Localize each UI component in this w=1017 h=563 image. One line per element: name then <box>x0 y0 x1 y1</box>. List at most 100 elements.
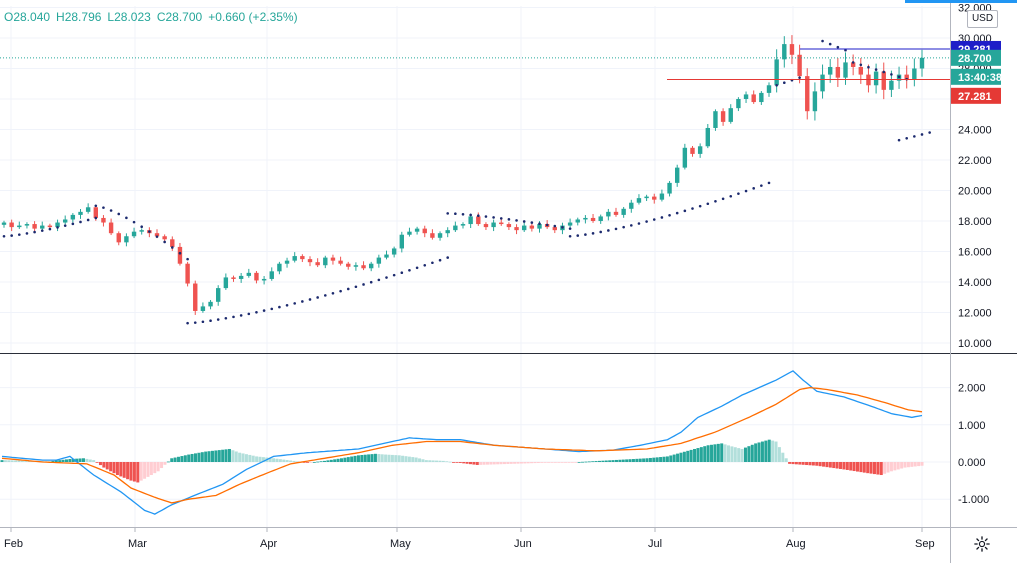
candle-body <box>514 227 519 231</box>
histogram-bar <box>625 459 629 462</box>
histogram-bar <box>363 454 367 462</box>
candle-body <box>261 278 267 281</box>
histogram-bar <box>129 462 133 481</box>
histogram-bar <box>92 460 96 462</box>
histogram-bar <box>241 453 245 462</box>
sar-dot <box>844 48 847 52</box>
histogram-bar <box>798 462 802 465</box>
histogram-bar <box>431 460 435 462</box>
candle-body <box>468 216 473 225</box>
histogram-bar <box>594 461 598 462</box>
candle-body <box>460 224 466 226</box>
sar-dot <box>492 216 495 219</box>
histogram-bar <box>414 457 418 462</box>
sar-dot <box>125 216 128 220</box>
sar-dot <box>216 318 220 321</box>
candle-body <box>330 257 336 261</box>
candle-body <box>361 265 366 269</box>
histogram-bar <box>628 459 632 462</box>
histogram-bar <box>828 462 832 468</box>
sar-dot <box>109 209 113 212</box>
gear-icon[interactable] <box>973 535 991 553</box>
candle-body <box>476 216 481 225</box>
candle-body <box>85 207 91 212</box>
histogram-bar <box>631 459 635 462</box>
candle-body <box>919 57 925 69</box>
sar-dot <box>584 233 587 236</box>
sar-dot <box>224 316 228 320</box>
sar-dot <box>729 194 733 198</box>
candle-body <box>185 263 190 284</box>
sar-dot <box>140 225 143 228</box>
histogram-bar <box>543 462 547 463</box>
histogram-bar <box>326 460 330 462</box>
time-tick-label: Jun <box>514 538 532 550</box>
candle-body <box>108 222 114 234</box>
grid-lines <box>0 6 950 527</box>
candle-body <box>208 301 213 307</box>
sar-dot <box>499 217 503 220</box>
candle-body <box>850 62 856 67</box>
histogram-bar <box>597 460 601 462</box>
sar-dot <box>48 227 52 231</box>
time-tick-label: Apr <box>260 538 277 550</box>
candle-body <box>720 111 726 122</box>
histogram-bar <box>170 458 174 462</box>
candle-body <box>170 239 175 247</box>
candle-body <box>223 277 229 289</box>
candle-body <box>552 227 557 231</box>
sar-dot <box>301 300 304 303</box>
candle-body <box>292 256 297 261</box>
sar-dot <box>477 214 480 218</box>
sar-dot <box>255 310 258 314</box>
sar-dot <box>859 63 863 67</box>
histogram-bar <box>126 462 130 480</box>
histogram-bar <box>842 462 846 470</box>
histogram-bar <box>468 462 472 465</box>
sar-dot <box>905 136 908 140</box>
sar-dot <box>469 213 472 217</box>
histogram-bar <box>553 462 557 463</box>
histogram-bar <box>788 462 792 464</box>
histogram-bar <box>818 462 822 467</box>
histogram-bar <box>811 462 815 466</box>
candle-body <box>70 214 76 220</box>
histogram-bar <box>482 462 486 465</box>
candle-body <box>713 111 718 128</box>
candle-body <box>613 211 619 215</box>
sar-dot <box>10 234 13 237</box>
sar-dot <box>484 215 488 218</box>
histogram-bar <box>448 461 452 463</box>
candle-body <box>881 71 886 90</box>
histogram-bar <box>248 454 252 462</box>
histogram-bar <box>519 462 523 464</box>
histogram-bar <box>139 462 143 481</box>
histogram-bar <box>608 460 612 462</box>
histogram-bar <box>356 455 360 462</box>
sar-dot <box>354 285 358 289</box>
candle-body <box>697 146 703 154</box>
candle-body <box>598 216 603 221</box>
histogram-bar <box>384 454 388 462</box>
histogram-bar <box>132 462 136 482</box>
sar-dot <box>377 278 381 282</box>
candle-body <box>391 248 397 255</box>
histogram-bar <box>672 454 676 462</box>
price-tag-bg <box>951 87 1001 104</box>
histogram-bar <box>292 460 296 462</box>
histogram-bar <box>676 453 680 462</box>
histogram-bar <box>309 462 313 463</box>
currency-button[interactable]: USD <box>967 10 998 28</box>
histogram-bar <box>210 450 214 462</box>
histogram-bar <box>920 462 924 466</box>
histogram-bar <box>502 462 506 465</box>
candle-body <box>116 233 121 243</box>
histogram-bar <box>601 460 605 462</box>
price-tick-label: 22.000 <box>958 155 992 167</box>
sar-dot <box>71 222 75 226</box>
sar-dot <box>874 68 878 71</box>
candle-body <box>353 265 359 267</box>
sar-dot <box>86 218 90 222</box>
histogram-bar <box>516 462 520 464</box>
